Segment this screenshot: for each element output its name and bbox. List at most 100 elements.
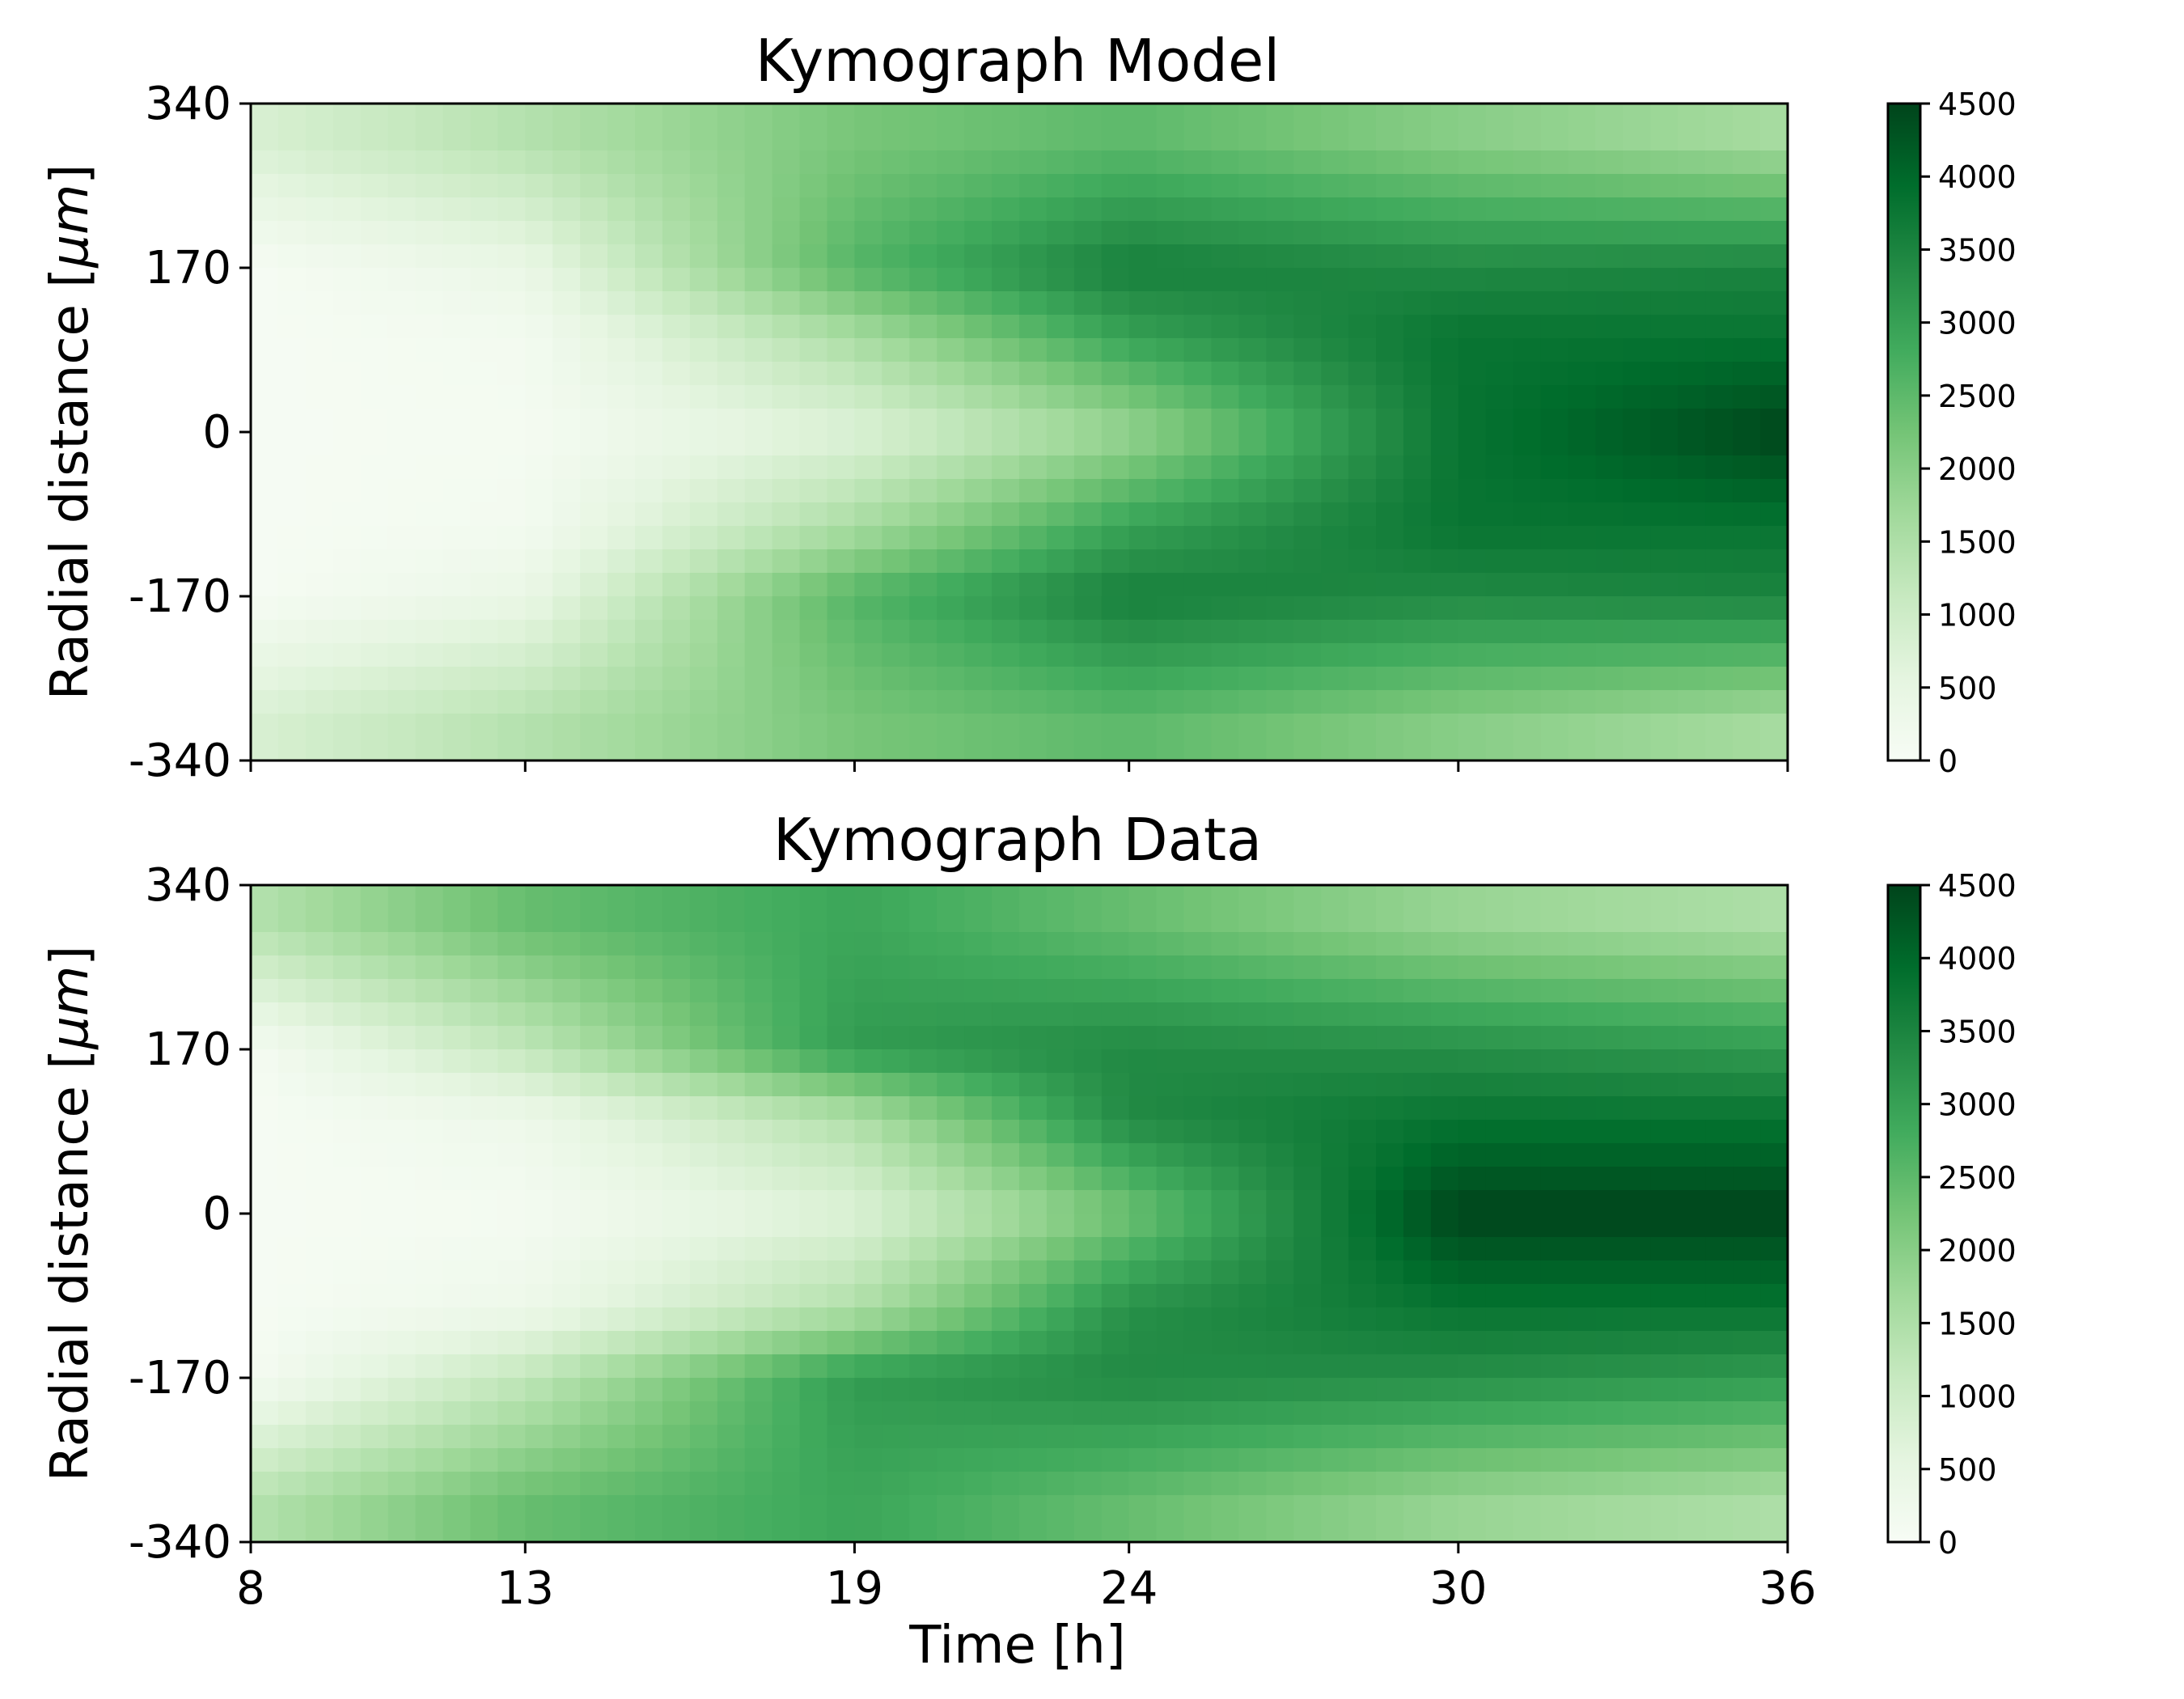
heatmap-cell [1678, 1425, 1707, 1449]
heatmap-cell [387, 1237, 417, 1261]
heatmap-cell [1211, 1425, 1240, 1449]
heatmap-cell [1760, 526, 1788, 550]
heatmap-cell [251, 526, 279, 550]
heatmap-cell [1485, 1401, 1514, 1426]
heatmap-cell [1266, 737, 1295, 761]
heatmap-cell [1156, 479, 1185, 503]
heatmap-cell [497, 667, 527, 691]
heatmap-cell [1705, 197, 1733, 222]
heatmap-cell [635, 338, 663, 362]
heatmap-cell [1183, 221, 1213, 245]
heatmap-cell [1101, 1307, 1130, 1332]
heatmap-cell [1019, 1096, 1048, 1121]
heatmap-cell [1266, 244, 1295, 269]
heatmap-cell [1101, 979, 1130, 1003]
heatmap-cell [1183, 1307, 1213, 1332]
heatmap-cell [360, 714, 389, 738]
heatmap-cell [1266, 1214, 1295, 1238]
heatmap-cell [662, 1284, 691, 1308]
heatmap-cell [964, 1143, 993, 1167]
heatmap-cell [1623, 1307, 1652, 1332]
model-y-axis-label: Radial distance [μm] [40, 164, 100, 701]
heatmap-cell [1101, 1354, 1130, 1379]
heatmap-cell [1705, 1260, 1733, 1285]
heatmap-cell [1046, 549, 1075, 574]
heatmap-cell [387, 573, 417, 597]
heatmap-cell [964, 409, 993, 433]
y-tick-label: 0 [202, 406, 231, 459]
heatmap-cell [305, 1260, 334, 1285]
heatmap-cell [1376, 315, 1404, 339]
heatmap-cell [1705, 526, 1733, 550]
heatmap-cell [607, 1472, 636, 1496]
heatmap-cell [1678, 1237, 1707, 1261]
heatmap-cell [717, 315, 746, 339]
heatmap-cell [1678, 737, 1707, 761]
heatmap-cell [1568, 150, 1597, 175]
heatmap-cell [854, 1448, 883, 1472]
heatmap-cell [1101, 291, 1130, 316]
heatmap-cell [525, 455, 554, 480]
heatmap-cell [442, 1002, 472, 1027]
y-tick-label: -340 [129, 735, 231, 787]
heatmap-cell [1266, 1472, 1295, 1496]
heatmap-cell [744, 1026, 773, 1050]
heatmap-cell [1430, 1026, 1459, 1050]
heatmap-cell [662, 455, 691, 480]
heatmap-cell [1211, 526, 1240, 550]
heatmap-cell [1019, 385, 1048, 409]
heatmap-cell [909, 432, 938, 456]
heatmap-cell [1430, 1002, 1459, 1027]
heatmap-cell [992, 714, 1020, 738]
heatmap-cell [415, 1448, 444, 1472]
heatmap-cell [277, 667, 307, 691]
heatmap-cell [799, 174, 828, 198]
heatmap-cell [717, 197, 746, 222]
heatmap-cell [1156, 1167, 1185, 1191]
heatmap-cell [277, 979, 307, 1003]
heatmap-cell [580, 1026, 608, 1050]
heatmap-cell [1678, 174, 1707, 198]
heatmap-cell [1156, 1354, 1185, 1379]
heatmap-cell [1485, 150, 1514, 175]
colorbar-tick-label: 1000 [1938, 1379, 2017, 1415]
heatmap-cell [470, 979, 499, 1003]
heatmap-cell [909, 479, 938, 503]
heatmap-cell [635, 596, 663, 621]
heatmap-cell [964, 979, 993, 1003]
heatmap-cell [1019, 596, 1048, 621]
heatmap-cell [1733, 244, 1761, 269]
heatmap-cell [1376, 1120, 1404, 1144]
heatmap-cell [882, 1167, 911, 1191]
heatmap-cell [1650, 455, 1679, 480]
heatmap-cell [964, 432, 993, 456]
heatmap-cell [1485, 1143, 1514, 1167]
heatmap-cell [1513, 1237, 1542, 1261]
heatmap-cell [854, 455, 883, 480]
heatmap-cell [1458, 150, 1487, 175]
heatmap-cell [635, 174, 663, 198]
heatmap-cell [1293, 1354, 1323, 1379]
heatmap-cell [1485, 690, 1514, 714]
heatmap-cell [717, 737, 746, 761]
heatmap-cell [1760, 1354, 1788, 1379]
heatmap-cell [1266, 643, 1295, 667]
heatmap-cell [1430, 667, 1459, 691]
heatmap-cell [1485, 268, 1514, 292]
heatmap-cell [1705, 315, 1733, 339]
heatmap-cell [607, 932, 636, 956]
heatmap-cell [662, 1519, 691, 1543]
heatmap-cell [1458, 1519, 1487, 1543]
heatmap-cell [1376, 573, 1404, 597]
heatmap-cell [387, 385, 417, 409]
heatmap-cell [882, 573, 911, 597]
heatmap-cell [992, 455, 1020, 480]
heatmap-cell [1403, 1378, 1432, 1402]
heatmap-cell [1430, 221, 1459, 245]
heatmap-cell [1046, 1284, 1075, 1308]
colorbar-tick-label: 1500 [1938, 524, 2017, 560]
heatmap-cell [882, 690, 911, 714]
heatmap-cell [332, 338, 362, 362]
heatmap-cell [909, 549, 938, 574]
heatmap-cell [1733, 1190, 1761, 1214]
